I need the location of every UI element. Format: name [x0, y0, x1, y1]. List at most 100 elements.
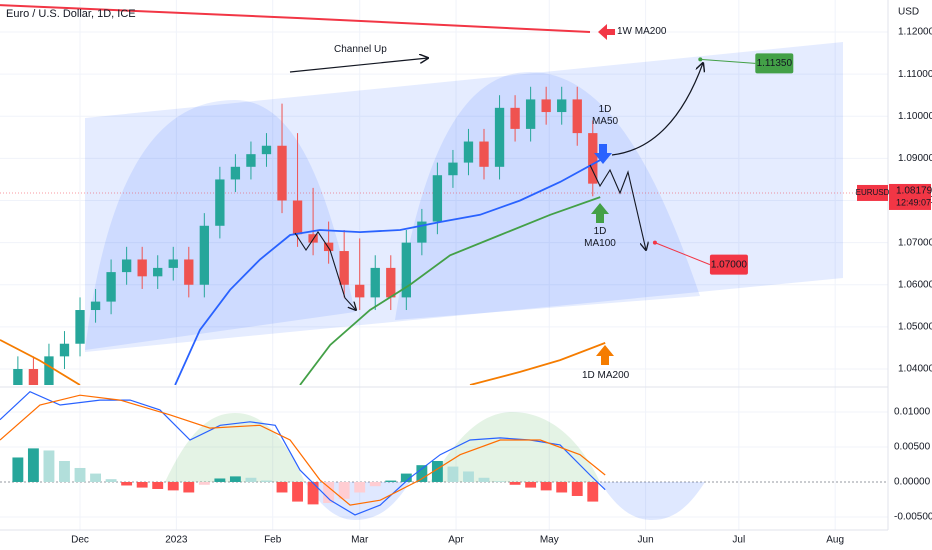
candle-body	[417, 221, 427, 243]
histogram-bar	[121, 481, 133, 486]
x-tick-label: May	[540, 535, 559, 546]
channel	[85, 42, 843, 352]
histogram-bar	[136, 481, 148, 488]
candle-body	[261, 145, 272, 155]
moving-average	[174, 159, 601, 385]
annotation: 1D MA200	[582, 370, 630, 381]
candle-body	[184, 259, 194, 285]
histogram-bar	[400, 473, 412, 482]
candle-body	[572, 99, 582, 134]
grid	[0, 0, 888, 530]
x-tick-label: Feb	[264, 535, 282, 546]
target-point	[698, 57, 703, 62]
candle-body	[494, 107, 505, 167]
zigzag	[294, 231, 356, 310]
histogram-bar	[105, 479, 117, 482]
price-panel	[0, 4, 888, 385]
symbol-tag	[857, 184, 888, 201]
y-tick-label: 0.00500	[894, 442, 931, 453]
histogram-bar	[338, 481, 350, 499]
candle-body	[277, 145, 287, 201]
annotation: Channel Up	[334, 44, 387, 55]
candle-body	[510, 107, 520, 129]
candle-body	[121, 259, 132, 273]
candle-body	[588, 133, 598, 184]
candle-body	[153, 267, 163, 277]
histogram-bar	[27, 448, 39, 482]
histogram-bar	[90, 473, 101, 482]
histogram-bar	[556, 481, 568, 493]
target-connector	[654, 242, 711, 266]
candle-body	[525, 99, 536, 129]
candle-body	[137, 259, 147, 277]
annotation: 1W MA200	[617, 26, 667, 37]
candle-body	[370, 267, 380, 298]
candle-body	[355, 284, 365, 298]
histogram-bar	[571, 481, 583, 496]
candle-body	[557, 99, 567, 113]
candle-body	[401, 242, 411, 298]
y-tick-label: 1.10000	[898, 111, 932, 122]
histogram-bar	[12, 457, 24, 482]
candle-body	[541, 99, 551, 113]
y-tick-label: 1.11000	[898, 69, 932, 80]
candle-body	[199, 225, 209, 285]
candle-body	[106, 272, 116, 302]
ma-arrow	[598, 24, 615, 40]
candle-body	[323, 242, 334, 252]
ma-arrow	[594, 144, 612, 164]
countdown-label: 12:49:07	[896, 197, 931, 207]
histogram-bar	[587, 481, 599, 502]
target-label: 1.07000	[711, 259, 748, 270]
moving-average	[0, 339, 606, 385]
target-box	[709, 254, 748, 275]
ma-arrow	[591, 203, 609, 223]
arrow	[289, 58, 428, 73]
moving-average	[299, 196, 601, 385]
histogram-bar	[447, 466, 459, 482]
candle-body	[463, 141, 474, 163]
target-connector	[700, 58, 756, 64]
histogram-bar	[416, 465, 428, 482]
x-tick-label: 2023	[165, 535, 188, 546]
histogram-bar	[152, 481, 164, 489]
x-tick-label: Aug	[826, 535, 844, 546]
histogram-bar	[478, 477, 490, 482]
arrow	[611, 63, 703, 156]
x-tick-label: Jul	[732, 535, 745, 546]
y-tick-label: 1.07000	[898, 237, 932, 248]
last-price-tag	[889, 183, 931, 210]
histogram-bar	[214, 478, 226, 482]
histogram-bar	[323, 481, 335, 503]
cycle-arc	[395, 72, 700, 320]
y-tick-label: 0.01000	[894, 407, 931, 418]
symbol-label: EURUSD	[856, 188, 890, 197]
annotation: 1D MA100	[584, 226, 616, 249]
macd-arc	[430, 412, 600, 482]
histogram-bar	[276, 481, 288, 493]
macd-panel	[0, 390, 606, 516]
candle-body	[75, 310, 85, 344]
histogram-bar	[525, 481, 537, 488]
signal-line	[0, 394, 606, 506]
candle-body	[339, 251, 349, 285]
candle-body	[13, 368, 23, 385]
histogram-bar	[307, 481, 319, 505]
histogram-bar	[167, 481, 179, 491]
candle-body	[90, 301, 101, 311]
candle-body	[215, 179, 225, 226]
histogram-bar	[245, 477, 257, 482]
candle-body	[44, 356, 54, 385]
ma-arrow	[596, 345, 614, 365]
x-tick-label: Dec	[71, 535, 89, 546]
annotation: 1D MA50	[591, 104, 619, 127]
zigzag	[589, 164, 646, 250]
x-tick-label: Apr	[448, 535, 464, 546]
x-tick-label: Mar	[351, 535, 369, 546]
macd-arc	[600, 482, 705, 520]
candle-body	[28, 368, 39, 385]
histogram-bar	[369, 481, 381, 487]
last-price-label: 1.08179	[896, 186, 932, 197]
histogram-bar	[463, 471, 474, 482]
